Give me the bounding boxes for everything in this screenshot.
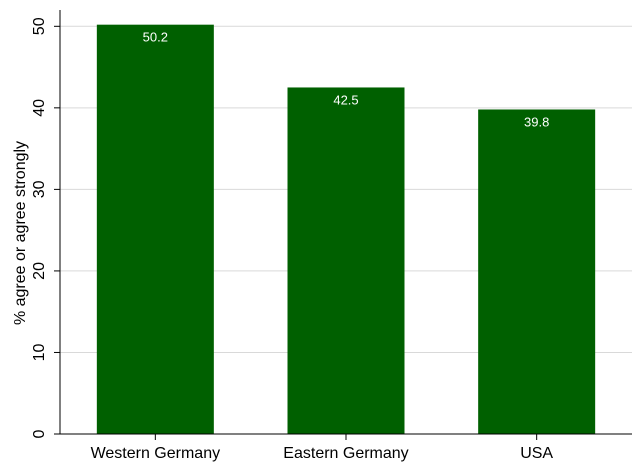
- x-category-label-2: USA: [520, 445, 553, 462]
- labels: 0 10 20 30 40 50 50.2 Western Germany 42.5 Easter…: [31, 17, 553, 462]
- x-category-label-0: Western Germany: [91, 445, 221, 462]
- data-label-2: 39.8: [524, 114, 549, 129]
- axes: [54, 10, 632, 440]
- y-tick-label-10: 10: [31, 343, 48, 361]
- y-tick-label-50: 50: [31, 17, 48, 35]
- bar-1: [287, 87, 405, 434]
- y-tick-label-40: 40: [31, 99, 48, 117]
- y-axis-title: % agree or agree strongly: [12, 141, 29, 325]
- data-label-1: 42.5: [333, 92, 358, 107]
- x-category-label-1: Eastern Germany: [283, 445, 408, 462]
- data-label-0: 50.2: [143, 30, 168, 45]
- bar-0: [96, 24, 214, 435]
- y-tick-label-20: 20: [31, 262, 48, 280]
- y-tick-label-30: 30: [31, 180, 48, 198]
- y-tick-label-0: 0: [31, 429, 48, 438]
- bar-2: [478, 109, 596, 434]
- bars: [96, 24, 596, 435]
